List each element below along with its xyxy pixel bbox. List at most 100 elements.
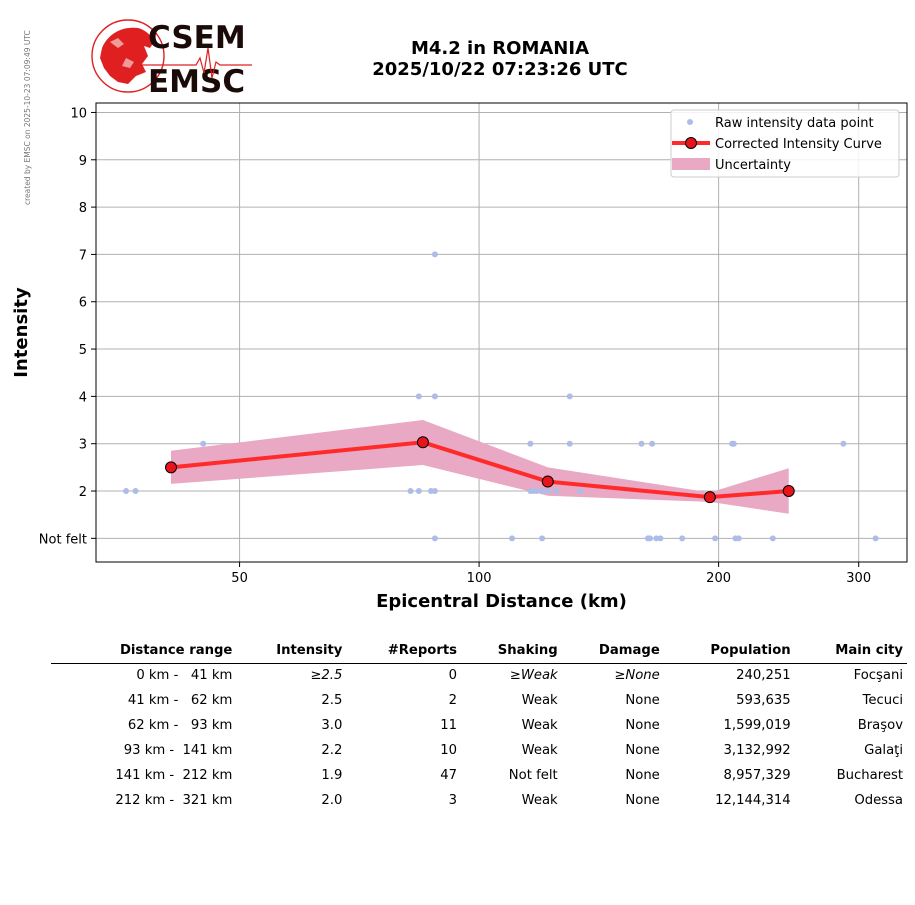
plot-frame bbox=[95, 102, 908, 563]
table-cell: None bbox=[625, 742, 660, 758]
chart-title: M4.2 in ROMANIA 2025/10/22 07:23:26 UTC bbox=[300, 38, 700, 80]
raw-data-point bbox=[431, 535, 438, 542]
table-cell: 212 km - 321 km bbox=[115, 792, 233, 808]
y-tick-label: 8 bbox=[79, 201, 87, 216]
table-header-cell: Shaking bbox=[461, 640, 562, 664]
table-cell: 2.0 bbox=[321, 792, 343, 808]
y-tick-label: 5 bbox=[79, 343, 87, 358]
y-tick-label: 4 bbox=[79, 390, 87, 405]
table-cell: 8,957,329 bbox=[723, 767, 791, 783]
curve-marker bbox=[541, 475, 554, 488]
raw-data-point bbox=[431, 488, 438, 495]
raw-data-point bbox=[539, 535, 546, 542]
csem-emsc-logo: CSEM EMSC bbox=[91, 19, 252, 98]
table-cell: Braşov bbox=[857, 717, 903, 733]
table-cell: 1.9 bbox=[321, 767, 343, 783]
table-row: 41 km - 62 km 2.5 2 Weak None 593,635 Tecuci bbox=[51, 689, 907, 714]
raw-data-point bbox=[657, 535, 664, 542]
raw-data-point bbox=[566, 393, 573, 400]
raw-data-point bbox=[527, 440, 534, 447]
table-cell: Not felt bbox=[508, 767, 558, 783]
table-row: 62 km - 93 km 3.0 11 Weak None 1,599,019 Braşo… bbox=[51, 714, 907, 739]
raw-data-point bbox=[577, 488, 584, 495]
table-cell: 1,599,019 bbox=[723, 717, 791, 733]
raw-data-point bbox=[872, 535, 879, 542]
legend-raw-marker bbox=[687, 119, 693, 125]
legend-box bbox=[670, 109, 900, 178]
title-datetime: 2025/10/22 07:23:26 UTC bbox=[372, 59, 628, 80]
table-cell: Focşani bbox=[853, 667, 903, 683]
raw-data-point bbox=[539, 488, 546, 495]
y-tick-label: 6 bbox=[79, 296, 87, 311]
table-cell: Odessa bbox=[854, 792, 903, 808]
table-cell: 0 bbox=[448, 667, 458, 683]
svg-text:CSEM: CSEM bbox=[148, 20, 246, 56]
legend-band-swatch bbox=[672, 158, 710, 170]
table-cell: None bbox=[625, 792, 660, 808]
table-cell: ≥None bbox=[614, 667, 660, 683]
legend-curve-marker bbox=[685, 137, 697, 149]
raw-data-point bbox=[200, 440, 207, 447]
table-cell: 2.2 bbox=[321, 742, 343, 758]
curve-marker bbox=[703, 491, 716, 504]
raw-data-point bbox=[653, 535, 660, 542]
table-cell: 3 bbox=[448, 792, 458, 808]
table-header-cell: Intensity bbox=[236, 640, 347, 664]
table-body: 0 km - 41 km ≥2.5 0 ≥Weak ≥None 240,251 Focşan… bbox=[51, 664, 907, 815]
svg-text:EMSC: EMSC bbox=[148, 64, 245, 98]
raw-data-point bbox=[132, 488, 139, 495]
raw-data-point bbox=[769, 535, 776, 542]
table-cell: 141 km - 212 km bbox=[115, 767, 233, 783]
table-cell: Weak bbox=[521, 742, 558, 758]
table-cell: 41 km - 62 km bbox=[127, 692, 233, 708]
table-row: 212 km - 321 km 2.0 3 Weak None 12,144,314 Ode… bbox=[51, 789, 907, 814]
x-tick-label: 300 bbox=[846, 571, 871, 586]
table-header-cell: Main city bbox=[794, 640, 907, 664]
intensity-table: Distance range Intensity #Reports Shaking Da… bbox=[51, 640, 907, 814]
legend: Raw intensity data point Corrected Intens… bbox=[670, 109, 900, 178]
table-cell: None bbox=[625, 692, 660, 708]
table-cell: Weak bbox=[521, 717, 558, 733]
y-tick-label: 3 bbox=[79, 438, 87, 453]
y-axis-label: Intensity bbox=[11, 287, 32, 378]
table-cell: 47 bbox=[440, 767, 458, 783]
y-tick-label: 9 bbox=[79, 154, 87, 169]
table-cell: 593,635 bbox=[736, 692, 791, 708]
raw-data-point bbox=[712, 535, 719, 542]
uncertainty-band bbox=[171, 420, 789, 514]
x-tick-label: 100 bbox=[467, 571, 492, 586]
raw-data-point bbox=[509, 535, 516, 542]
y-tick-label: Not felt bbox=[39, 532, 87, 547]
table-cell: 10 bbox=[440, 742, 458, 758]
table-cell: ≥Weak bbox=[509, 667, 558, 683]
table-row: 93 km - 141 km 2.2 10 Weak None 3,132,992 Gala… bbox=[51, 739, 907, 764]
title-event: M4.2 in ROMANIA bbox=[410, 38, 589, 59]
intensity-chart: 50 100 200 300 Not felt 2 3 4 5 6 7 8 9 10 Epicentral … bbox=[11, 102, 908, 612]
table-header-cell: Distance range bbox=[51, 640, 237, 664]
table-cell: Weak bbox=[521, 692, 558, 708]
curve-marker bbox=[782, 485, 795, 498]
table-cell: 12,144,314 bbox=[715, 792, 791, 808]
raw-data-point bbox=[566, 440, 573, 447]
raw-data-point bbox=[638, 440, 645, 447]
raw-data-point bbox=[647, 535, 654, 542]
x-axis-label: Epicentral Distance (km) bbox=[376, 591, 627, 612]
x-tick-label: 200 bbox=[706, 571, 731, 586]
table-cell: 11 bbox=[440, 717, 458, 733]
table-header-row: Distance range Intensity #Reports Shaking Da… bbox=[51, 640, 907, 664]
raw-data-point bbox=[730, 440, 737, 447]
legend-label: Uncertainty bbox=[715, 158, 791, 173]
raw-data-point bbox=[415, 393, 422, 400]
curve-marker bbox=[416, 436, 429, 449]
table-row: 0 km - 41 km ≥2.5 0 ≥Weak ≥None 240,251 Focşan… bbox=[51, 664, 907, 690]
legend-label: Raw intensity data point bbox=[715, 116, 874, 131]
raw-data-point bbox=[407, 488, 414, 495]
table-cell: 240,251 bbox=[736, 667, 791, 683]
table-cell: None bbox=[625, 717, 660, 733]
table-cell: Bucharest bbox=[836, 767, 903, 783]
table-header-cell: Damage bbox=[561, 640, 664, 664]
y-tick-label: 7 bbox=[79, 248, 87, 263]
raw-data-point bbox=[431, 251, 438, 258]
table-cell: 62 km - 93 km bbox=[127, 717, 233, 733]
table-cell: 3.0 bbox=[321, 717, 343, 733]
